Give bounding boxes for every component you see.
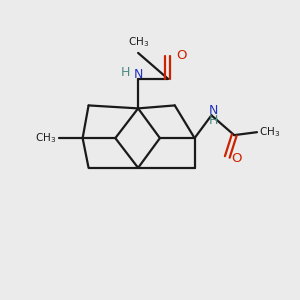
Text: CH$_3$: CH$_3$	[35, 131, 56, 145]
Text: H: H	[209, 114, 218, 127]
Text: N: N	[134, 68, 143, 81]
Text: O: O	[231, 152, 242, 165]
Text: CH$_3$: CH$_3$	[128, 35, 149, 49]
Text: CH$_3$: CH$_3$	[259, 125, 280, 139]
Text: H: H	[121, 66, 130, 79]
Text: N: N	[209, 104, 218, 117]
Text: O: O	[176, 50, 186, 62]
